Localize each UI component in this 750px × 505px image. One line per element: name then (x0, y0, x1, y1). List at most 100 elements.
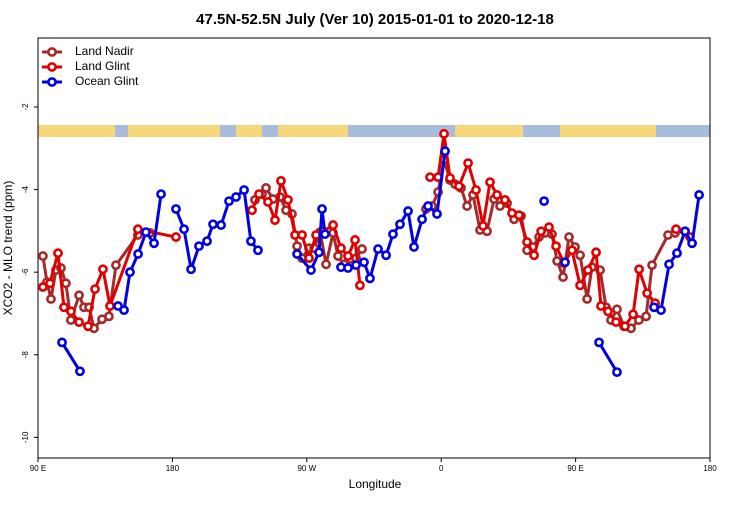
data-point (321, 259, 331, 270)
data-point (350, 235, 360, 245)
x-tick-label: 90 W (297, 464, 316, 473)
data-point (612, 304, 622, 315)
data-point (111, 260, 121, 271)
data-point (333, 251, 343, 261)
data-point (314, 247, 324, 258)
data-point (149, 238, 159, 249)
data-point (83, 321, 93, 332)
data-point (409, 242, 419, 252)
data-point (395, 219, 405, 230)
data-point (133, 224, 143, 235)
y-tick-label: -6 (21, 268, 30, 276)
y-tick-label: -8 (21, 351, 30, 359)
data-point (66, 306, 76, 317)
y-axis-label: XCO2 - MLO trend (ppm) (1, 181, 15, 316)
x-tick-label: 90 E (567, 464, 583, 473)
data-point (90, 284, 100, 294)
data-point (544, 222, 554, 233)
data-point (239, 185, 249, 195)
data-point (672, 248, 682, 259)
data-point (253, 245, 263, 256)
data-point (500, 194, 510, 205)
data-point (634, 315, 644, 325)
data-point (306, 265, 316, 275)
data-point (471, 185, 481, 195)
x-tick-label: 90 E (30, 464, 46, 473)
data-point (179, 224, 189, 235)
data-point (575, 250, 585, 261)
data-point (365, 273, 375, 284)
data-point (45, 278, 55, 289)
data-point (141, 227, 151, 238)
data-point (591, 247, 601, 258)
data-point (594, 337, 604, 348)
data-point (254, 189, 264, 200)
x-tick-label: 180 (166, 464, 180, 473)
data-point (328, 220, 338, 230)
x-axis-label: Longitude (349, 477, 402, 491)
data-point (304, 253, 314, 264)
data-point (694, 190, 704, 200)
chart-title: 47.5N-52.5N July (Ver 10) 2015-01-01 to … (196, 11, 554, 28)
data-point (359, 257, 369, 268)
data-point (208, 219, 218, 230)
data-point (381, 250, 391, 261)
data-point (156, 189, 166, 200)
data-point (463, 158, 473, 169)
data-point (560, 257, 570, 268)
data-point (57, 337, 67, 348)
data-point (59, 302, 69, 313)
data-point (231, 192, 241, 202)
data-point (583, 265, 593, 275)
data-point (355, 280, 365, 291)
data-point (46, 294, 56, 304)
data-point (440, 146, 450, 157)
data-point (65, 315, 76, 325)
legend-marker (47, 62, 57, 72)
data-point (247, 205, 257, 216)
x-tick-label: 180 (703, 464, 717, 473)
data-point (492, 190, 502, 200)
data-point (343, 263, 353, 273)
data-point (478, 221, 488, 231)
x-tick-label: 0 (439, 464, 444, 473)
data-point (432, 209, 442, 219)
data-point (202, 236, 212, 247)
data-point (423, 201, 433, 211)
data-point (38, 251, 48, 261)
data-point (628, 309, 638, 320)
legend-label: Ocean Glint (75, 74, 139, 88)
data-point (551, 241, 561, 252)
data-point (292, 241, 302, 252)
series-line (60, 151, 701, 373)
data-point (634, 264, 644, 275)
data-point (263, 197, 273, 207)
data-point (336, 243, 346, 254)
data-point (194, 241, 204, 252)
data-point (133, 249, 143, 259)
data-point (61, 278, 71, 289)
data-point (417, 214, 427, 225)
data-point (276, 175, 286, 186)
legend-label: Land Glint (75, 59, 130, 73)
data-point (564, 232, 574, 242)
data-point (641, 311, 651, 322)
data-point (620, 321, 630, 332)
data-point (297, 230, 307, 240)
data-point (656, 305, 666, 316)
data-point (351, 260, 361, 271)
data-point (317, 204, 327, 214)
data-point (539, 196, 549, 207)
data-point (522, 237, 532, 247)
y-tick-label: -2 (21, 103, 30, 111)
data-point (98, 264, 108, 275)
data-point (612, 367, 622, 378)
legend-label: Land Nadir (75, 44, 134, 58)
plot-frame (37, 37, 711, 459)
data-point (664, 259, 674, 270)
data-point (171, 204, 181, 214)
data-point (425, 172, 435, 183)
data-point (671, 224, 682, 235)
data-point (125, 267, 135, 278)
data-point (403, 206, 413, 216)
